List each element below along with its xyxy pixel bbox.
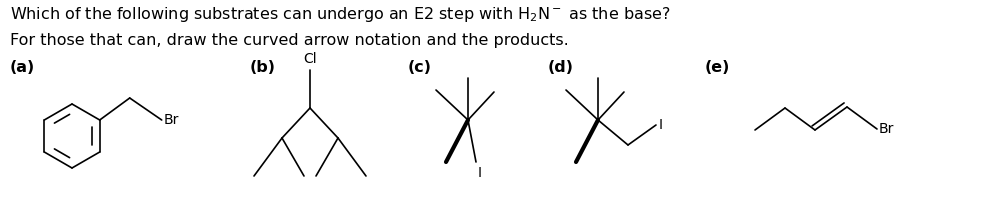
Text: For those that can, draw the curved arrow notation and the products.: For those that can, draw the curved arro… (10, 33, 568, 48)
Text: (e): (e) (704, 60, 729, 75)
Text: I: I (658, 118, 662, 132)
Text: Br: Br (163, 113, 179, 127)
Text: (c): (c) (408, 60, 432, 75)
Text: Which of the following substrates can undergo an E2 step with H$_2$N$^-$ as the : Which of the following substrates can un… (10, 5, 669, 24)
Text: Br: Br (878, 122, 894, 136)
Text: (a): (a) (10, 60, 35, 75)
Text: (b): (b) (249, 60, 276, 75)
Text: Cl: Cl (303, 52, 317, 66)
Text: (d): (d) (547, 60, 573, 75)
Text: I: I (478, 166, 482, 180)
